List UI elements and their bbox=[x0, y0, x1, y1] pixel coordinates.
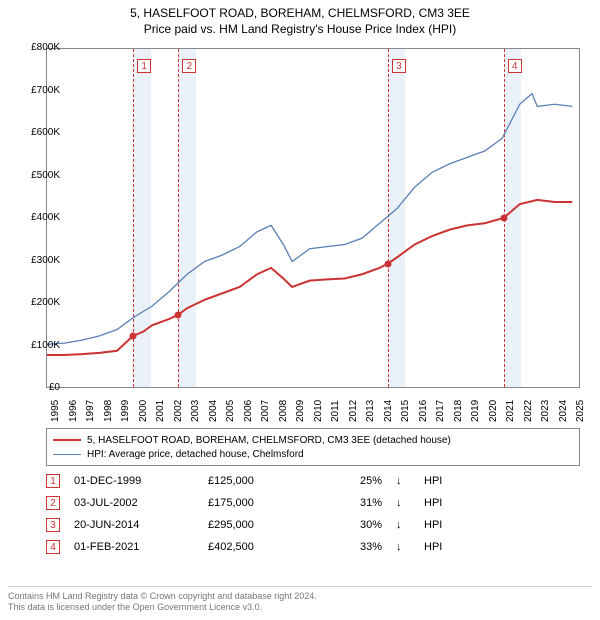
x-tick-label: 2005 bbox=[225, 400, 236, 422]
y-tick-label: £0 bbox=[18, 382, 60, 393]
x-tick-label: 2010 bbox=[313, 400, 324, 422]
transaction-pct: 25% bbox=[322, 475, 382, 487]
series-hpi bbox=[47, 94, 572, 345]
x-tick-label: 2022 bbox=[523, 400, 534, 422]
transaction-date: 20-JUN-2014 bbox=[74, 519, 194, 531]
x-tick-label: 2012 bbox=[348, 400, 359, 422]
x-tick-label: 2023 bbox=[540, 400, 551, 422]
transaction-price: £295,000 bbox=[208, 519, 308, 531]
transaction-point bbox=[384, 260, 391, 267]
transaction-pct: 33% bbox=[322, 541, 382, 553]
y-tick-label: £100K bbox=[18, 340, 60, 351]
transaction-row: 1 01-DEC-1999 £125,000 25% ↓ HPI bbox=[46, 470, 580, 492]
transaction-point bbox=[175, 311, 182, 318]
transaction-row: 3 20-JUN-2014 £295,000 30% ↓ HPI bbox=[46, 514, 580, 536]
title-block: 5, HASELFOOT ROAD, BOREHAM, CHELMSFORD, … bbox=[0, 0, 600, 38]
x-tick-label: 2006 bbox=[243, 400, 254, 422]
y-tick-label: £400K bbox=[18, 212, 60, 223]
transaction-suffix: HPI bbox=[424, 541, 580, 553]
footer-attribution: Contains HM Land Registry data © Crown c… bbox=[8, 586, 592, 614]
transaction-date: 03-JUL-2002 bbox=[74, 497, 194, 509]
down-arrow-icon: ↓ bbox=[396, 519, 410, 531]
legend-item: 5, HASELFOOT ROAD, BOREHAM, CHELMSFORD, … bbox=[53, 433, 573, 447]
page-container: 5, HASELFOOT ROAD, BOREHAM, CHELMSFORD, … bbox=[0, 0, 600, 620]
legend-box: 5, HASELFOOT ROAD, BOREHAM, CHELMSFORD, … bbox=[46, 428, 580, 466]
transaction-suffix: HPI bbox=[424, 475, 580, 487]
title-subtitle: Price paid vs. HM Land Registry's House … bbox=[8, 22, 592, 36]
footer-line-1: Contains HM Land Registry data © Crown c… bbox=[8, 591, 592, 603]
x-tick-label: 2014 bbox=[383, 400, 394, 422]
x-tick-label: 1999 bbox=[120, 400, 131, 422]
transaction-price: £402,500 bbox=[208, 541, 308, 553]
transaction-pct: 31% bbox=[322, 497, 382, 509]
y-tick-label: £300K bbox=[18, 255, 60, 266]
x-tick-label: 2018 bbox=[453, 400, 464, 422]
y-tick-label: £700K bbox=[18, 85, 60, 96]
x-tick-label: 1995 bbox=[50, 400, 61, 422]
y-tick-label: £200K bbox=[18, 297, 60, 308]
y-tick-label: £600K bbox=[18, 127, 60, 138]
y-tick-label: £800K bbox=[18, 42, 60, 53]
transaction-point bbox=[500, 214, 507, 221]
transaction-price: £175,000 bbox=[208, 497, 308, 509]
x-tick-label: 2003 bbox=[190, 400, 201, 422]
x-tick-label: 2007 bbox=[260, 400, 271, 422]
chart-plot-area: 1234 bbox=[46, 48, 580, 388]
transaction-price: £125,000 bbox=[208, 475, 308, 487]
transaction-row: 2 03-JUL-2002 £175,000 31% ↓ HPI bbox=[46, 492, 580, 514]
x-tick-label: 2002 bbox=[173, 400, 184, 422]
x-tick-label: 2024 bbox=[558, 400, 569, 422]
transaction-number: 3 bbox=[46, 518, 60, 532]
x-tick-label: 2011 bbox=[330, 400, 341, 422]
legend-swatch bbox=[53, 454, 81, 455]
x-tick-label: 2001 bbox=[155, 400, 166, 422]
x-tick-label: 2013 bbox=[365, 400, 376, 422]
transactions-table: 1 01-DEC-1999 £125,000 25% ↓ HPI 2 03-JUL-2002 £… bbox=[46, 470, 580, 558]
legend-label: HPI: Average price, detached house, Chel… bbox=[87, 449, 304, 460]
transaction-point bbox=[130, 332, 137, 339]
x-tick-label: 2021 bbox=[505, 400, 516, 422]
x-tick-label: 2019 bbox=[470, 400, 481, 422]
x-tick-label: 2008 bbox=[278, 400, 289, 422]
transaction-pct: 30% bbox=[322, 519, 382, 531]
transaction-date: 01-FEB-2021 bbox=[74, 541, 194, 553]
x-tick-label: 2016 bbox=[418, 400, 429, 422]
transaction-number: 1 bbox=[46, 474, 60, 488]
x-tick-label: 2020 bbox=[488, 400, 499, 422]
transaction-number: 4 bbox=[46, 540, 60, 554]
x-tick-label: 1997 bbox=[85, 400, 96, 422]
x-tick-label: 2015 bbox=[400, 400, 411, 422]
transaction-number: 2 bbox=[46, 496, 60, 510]
x-tick-label: 1998 bbox=[103, 400, 114, 422]
transaction-suffix: HPI bbox=[424, 519, 580, 531]
down-arrow-icon: ↓ bbox=[396, 497, 410, 509]
down-arrow-icon: ↓ bbox=[396, 541, 410, 553]
legend-swatch bbox=[53, 439, 81, 441]
transaction-row: 4 01-FEB-2021 £402,500 33% ↓ HPI bbox=[46, 536, 580, 558]
footer-line-2: This data is licensed under the Open Gov… bbox=[8, 602, 592, 614]
x-tick-label: 2025 bbox=[575, 400, 586, 422]
x-tick-label: 2017 bbox=[435, 400, 446, 422]
legend-label: 5, HASELFOOT ROAD, BOREHAM, CHELMSFORD, … bbox=[87, 435, 451, 446]
x-tick-label: 2004 bbox=[208, 400, 219, 422]
legend-item: HPI: Average price, detached house, Chel… bbox=[53, 447, 573, 461]
y-tick-label: £500K bbox=[18, 170, 60, 181]
series-price_paid bbox=[47, 200, 572, 355]
x-tick-label: 2009 bbox=[295, 400, 306, 422]
down-arrow-icon: ↓ bbox=[396, 475, 410, 487]
title-address: 5, HASELFOOT ROAD, BOREHAM, CHELMSFORD, … bbox=[8, 6, 592, 20]
transaction-suffix: HPI bbox=[424, 497, 580, 509]
x-tick-label: 2000 bbox=[138, 400, 149, 422]
transaction-date: 01-DEC-1999 bbox=[74, 475, 194, 487]
x-tick-label: 1996 bbox=[68, 400, 79, 422]
